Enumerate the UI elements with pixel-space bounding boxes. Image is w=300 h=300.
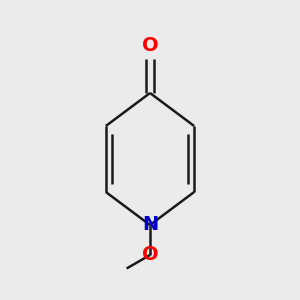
Text: O: O — [142, 36, 158, 55]
Text: N: N — [142, 215, 158, 235]
Text: O: O — [142, 245, 158, 265]
